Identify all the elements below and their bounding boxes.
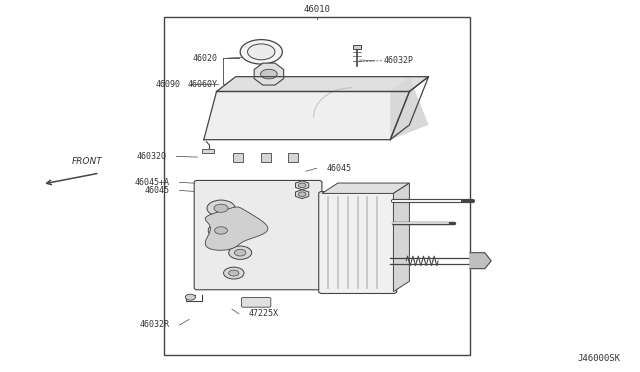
Circle shape: [223, 267, 244, 279]
Text: 46045: 46045: [326, 164, 351, 173]
FancyBboxPatch shape: [194, 180, 322, 290]
Polygon shape: [394, 183, 410, 292]
Polygon shape: [470, 253, 491, 269]
Bar: [164, 17, 470, 355]
Polygon shape: [254, 63, 284, 85]
Circle shape: [234, 249, 246, 256]
Circle shape: [298, 192, 306, 196]
Text: 46032Q: 46032Q: [137, 152, 167, 161]
Polygon shape: [216, 77, 429, 92]
Text: 46060Y: 46060Y: [188, 80, 218, 89]
Circle shape: [207, 200, 235, 217]
Text: 46090: 46090: [156, 80, 180, 89]
Polygon shape: [390, 77, 429, 140]
Text: 46032R: 46032R: [140, 321, 170, 330]
Bar: [288, 153, 298, 162]
Text: 46010: 46010: [303, 5, 330, 14]
Circle shape: [214, 204, 228, 212]
Circle shape: [208, 223, 234, 238]
Bar: [260, 153, 271, 162]
Text: 47225X: 47225X: [248, 310, 278, 318]
Text: J46000SK: J46000SK: [577, 354, 620, 363]
Circle shape: [248, 44, 275, 60]
Circle shape: [298, 183, 306, 187]
Text: 46045+A: 46045+A: [135, 178, 170, 187]
Circle shape: [228, 246, 252, 259]
FancyBboxPatch shape: [241, 298, 271, 307]
Polygon shape: [322, 183, 410, 193]
FancyBboxPatch shape: [319, 192, 397, 294]
Text: 46032P: 46032P: [384, 56, 414, 65]
Text: 46045: 46045: [145, 186, 170, 195]
Bar: [202, 149, 214, 153]
Polygon shape: [204, 92, 410, 140]
Text: FRONT: FRONT: [72, 157, 102, 166]
Circle shape: [260, 69, 277, 79]
Circle shape: [214, 227, 227, 234]
Text: 46020: 46020: [193, 54, 218, 62]
Circle shape: [228, 270, 239, 276]
Polygon shape: [205, 207, 268, 250]
Bar: [233, 153, 243, 162]
Circle shape: [240, 39, 282, 64]
Circle shape: [185, 294, 195, 300]
